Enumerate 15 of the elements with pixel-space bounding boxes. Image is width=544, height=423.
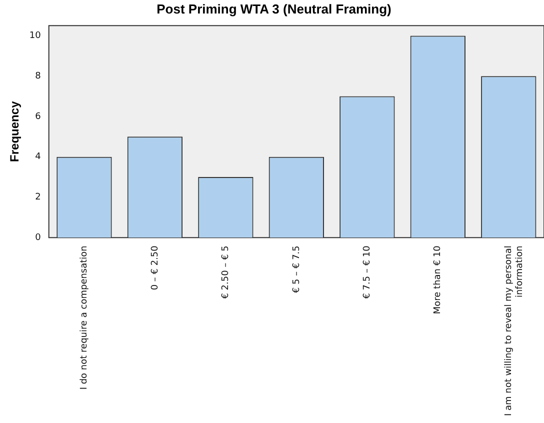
y-tick-label: 2 — [35, 192, 41, 203]
chart-title: Post Priming WTA 3 (Neutral Framing) — [156, 1, 392, 16]
y-tick-label: 10 — [29, 31, 42, 42]
y-tick-label: 6 — [35, 112, 42, 122]
x-tick-label: € 2.50 – € 5 — [221, 246, 232, 299]
x-tick-label: I do not require a compensation — [80, 246, 90, 390]
x-tick-label: 0 – € 2.50 — [150, 245, 160, 290]
x-tick-label: € 7.5 – € 10 — [362, 245, 373, 299]
x-tick-label: More than € 10 — [433, 245, 444, 314]
y-axis-title: Frequency — [8, 100, 22, 162]
x-tick-label: € 5 – € 7.5 — [292, 246, 302, 294]
x-tick-label: I am not willing to reveal my personal information — [504, 246, 525, 416]
y-tick-label: 0 — [35, 232, 42, 243]
y-tick-label: 4 — [35, 152, 42, 162]
y-tick-label: 8 — [35, 71, 42, 82]
